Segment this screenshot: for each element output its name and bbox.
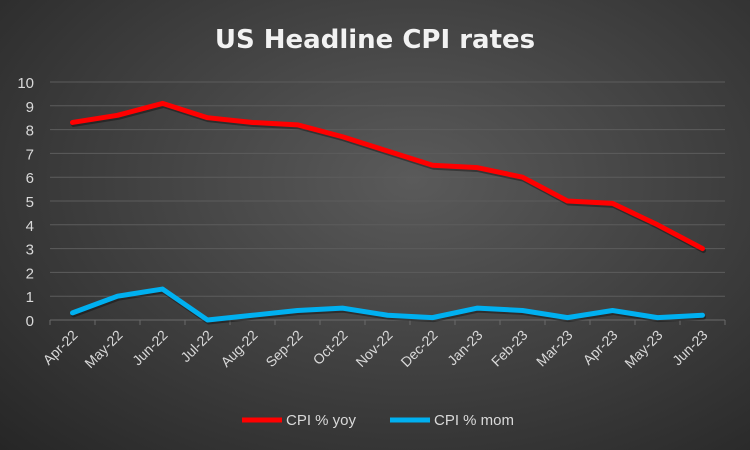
x-tick-label: Feb-23	[488, 327, 531, 370]
y-tick-label: 9	[26, 99, 34, 116]
y-tick-label: 5	[26, 194, 34, 211]
x-tick-label: Sep-22	[262, 327, 305, 370]
x-tick-label: Apr-23	[580, 327, 621, 368]
x-tick-label: Mar-23	[533, 327, 576, 370]
y-tick-label: 4	[26, 218, 34, 235]
y-tick-label: 1	[26, 289, 34, 306]
y-tick-label: 2	[26, 265, 34, 282]
legend-label: CPI % mom	[434, 412, 514, 429]
y-tick-label: 10	[17, 75, 34, 92]
x-tick-label: Oct-22	[310, 327, 351, 368]
y-tick-label: 8	[26, 123, 34, 140]
x-tick-label: Jun-22	[129, 327, 171, 369]
x-tick-label: Jul-22	[177, 327, 215, 365]
x-tick-label: Aug-22	[217, 327, 260, 370]
x-tick-label: May-23	[621, 327, 665, 371]
x-tick-label: Jan-23	[444, 327, 486, 369]
x-tick-label: Dec-22	[397, 327, 440, 370]
y-tick-label: 6	[26, 170, 34, 187]
legend-label: CPI % yoy	[286, 412, 357, 429]
y-tick-label: 3	[26, 242, 34, 259]
chart-title: US Headline CPI rates	[215, 25, 535, 55]
x-tick-label: Nov-22	[352, 327, 395, 370]
y-tick-label: 0	[26, 313, 34, 330]
series-line-0	[70, 100, 705, 252]
x-tick-label: May-22	[81, 327, 125, 371]
series-shadow	[71, 102, 706, 254]
x-tick-label: Apr-22	[40, 327, 81, 368]
y-tick-label: 7	[26, 146, 34, 163]
x-tick-label: Jun-23	[669, 327, 711, 369]
